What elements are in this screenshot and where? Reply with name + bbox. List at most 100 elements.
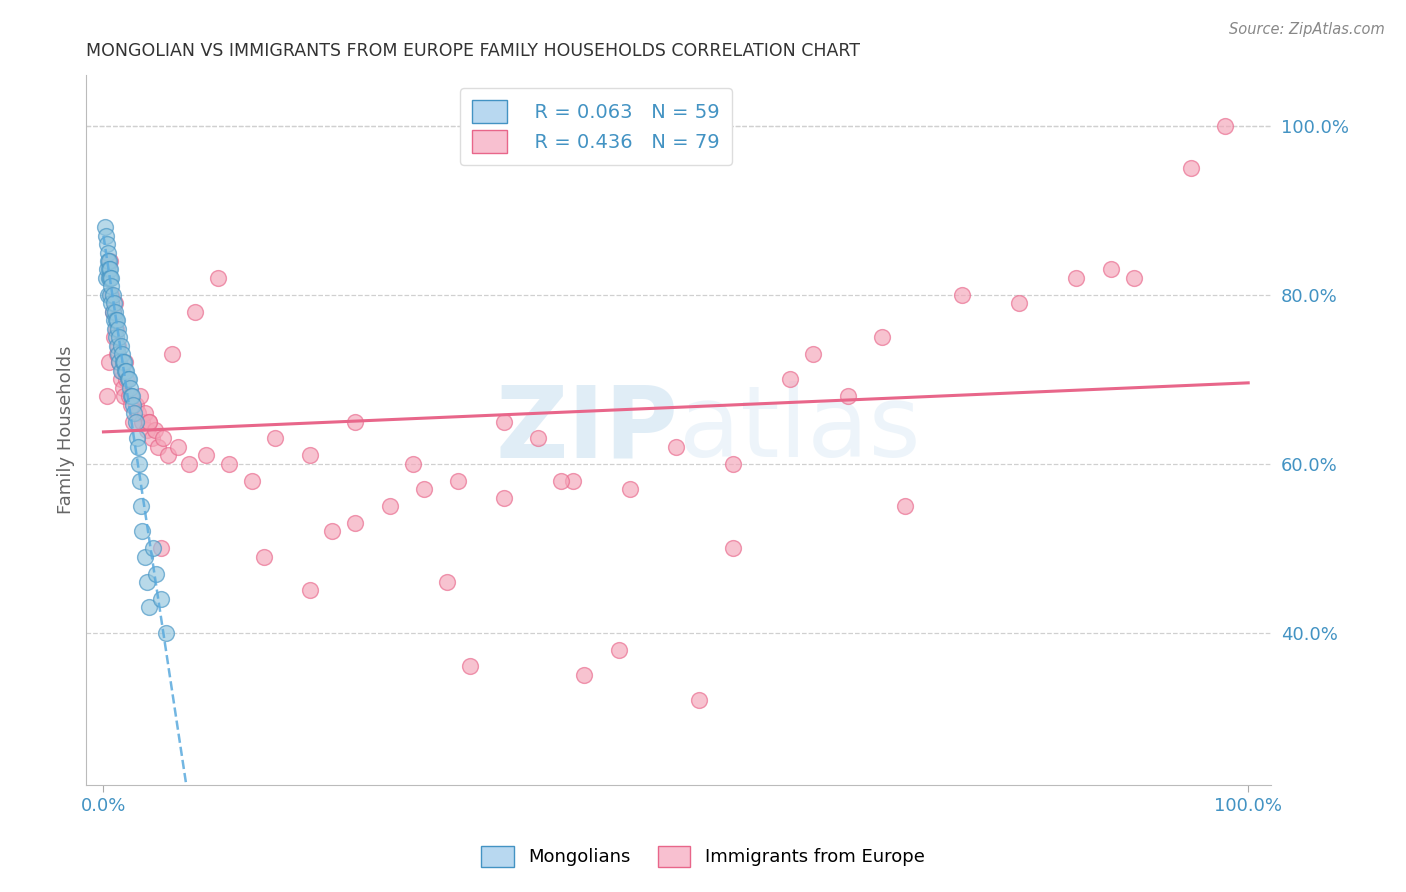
Point (111, 381, 134, 395)
Point (105, 313, 128, 327)
Point (104, 296, 127, 310)
Point (179, 457, 201, 471)
Point (141, 432, 163, 446)
Point (117, 372, 139, 386)
Point (688, 693, 710, 707)
Point (117, 389, 139, 403)
Point (98, 355, 121, 369)
Point (124, 398, 146, 412)
Point (155, 625, 177, 640)
Point (1180, 161, 1202, 175)
Point (112, 389, 135, 403)
Point (107, 338, 129, 352)
Point (344, 415, 367, 429)
Point (124, 415, 146, 429)
Point (131, 524, 153, 539)
Point (527, 432, 550, 446)
Point (114, 355, 136, 369)
Point (1099, 262, 1122, 277)
Point (98, 271, 121, 285)
Point (378, 499, 401, 513)
Legend:   R = 0.063   N = 59,   R = 0.436   N = 79: R = 0.063 N = 59, R = 0.436 N = 79 (460, 88, 731, 164)
Point (401, 457, 423, 471)
Point (870, 330, 893, 344)
Point (264, 432, 287, 446)
Point (103, 313, 125, 327)
Point (93, 220, 115, 235)
Point (120, 389, 142, 403)
Point (98, 271, 121, 285)
Point (344, 516, 367, 530)
Point (114, 364, 136, 378)
Point (127, 440, 149, 454)
Point (131, 415, 153, 429)
Point (100, 271, 122, 285)
Text: Source: ZipAtlas.com: Source: ZipAtlas.com (1229, 22, 1385, 37)
Point (298, 448, 321, 462)
Point (100, 279, 122, 293)
Point (110, 372, 132, 386)
Point (101, 304, 124, 318)
Point (108, 330, 131, 344)
Point (96, 237, 118, 252)
Point (120, 398, 142, 412)
Point (100, 288, 122, 302)
Point (607, 642, 630, 657)
Point (447, 474, 470, 488)
Point (156, 448, 179, 462)
Point (134, 406, 156, 420)
Point (101, 288, 124, 302)
Point (122, 398, 145, 412)
Point (550, 474, 572, 488)
Point (148, 440, 170, 454)
Point (129, 389, 152, 403)
Point (108, 355, 131, 369)
Point (167, 440, 190, 454)
Point (149, 591, 172, 606)
Point (195, 448, 218, 462)
Point (118, 381, 141, 395)
Point (125, 432, 148, 446)
Point (1213, 119, 1236, 133)
Point (115, 364, 138, 378)
Point (105, 338, 128, 352)
Point (494, 491, 516, 505)
Point (1122, 271, 1144, 285)
Point (142, 541, 165, 556)
Point (837, 389, 859, 403)
Point (94, 271, 117, 285)
Point (494, 415, 516, 429)
Point (138, 415, 160, 429)
Point (574, 668, 596, 682)
Point (779, 372, 801, 386)
Point (97, 254, 120, 268)
Text: ZIP: ZIP (496, 382, 679, 478)
Y-axis label: Family Households: Family Households (58, 346, 75, 514)
Point (103, 296, 125, 310)
Point (134, 549, 156, 564)
Point (112, 355, 135, 369)
Point (298, 583, 321, 598)
Point (436, 574, 458, 589)
Point (129, 474, 152, 488)
Point (98, 254, 121, 268)
Point (218, 457, 240, 471)
Point (1008, 296, 1031, 310)
Point (152, 432, 174, 446)
Point (103, 330, 125, 344)
Point (105, 347, 128, 361)
Point (458, 659, 481, 673)
Point (160, 347, 183, 361)
Point (413, 482, 436, 496)
Point (207, 271, 229, 285)
Point (561, 474, 583, 488)
Point (801, 347, 824, 361)
Point (121, 389, 143, 403)
Point (110, 364, 132, 378)
Point (110, 338, 132, 352)
Point (950, 288, 973, 302)
Point (107, 321, 129, 335)
Point (149, 541, 172, 556)
Point (107, 347, 129, 361)
Point (100, 296, 122, 310)
